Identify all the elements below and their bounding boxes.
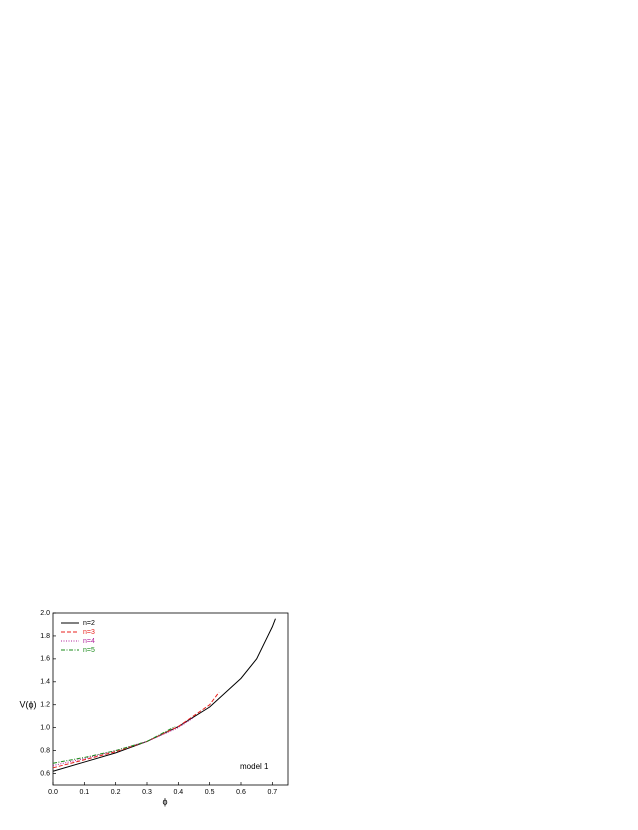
- x-tick-label: 0.7: [267, 789, 277, 796]
- y-tick-label: 1.6: [40, 656, 50, 663]
- x-tick-label: 0.4: [173, 789, 183, 796]
- y-tick-label: 1.4: [40, 679, 50, 686]
- x-tick-label: 0.1: [79, 789, 89, 796]
- line-series: [52, 691, 220, 769]
- y-tick-label: 1.2: [40, 702, 50, 709]
- legend-label: n=4: [83, 638, 95, 645]
- x-tick-label: 0.3: [142, 789, 152, 796]
- line-series: [52, 716, 195, 766]
- legend-label: n=3: [83, 629, 95, 636]
- y-tick-label: 0.6: [40, 770, 50, 777]
- x-tick-label: 0.0: [48, 789, 58, 796]
- x-axis-label: ϕ: [162, 796, 167, 806]
- legend-label: n=2: [83, 620, 95, 627]
- line-series: [52, 726, 176, 764]
- x-tick-label: 0.5: [205, 789, 215, 796]
- x-tick-label: 0.2: [111, 789, 121, 796]
- y-tick-label: 0.8: [40, 747, 50, 754]
- plot-frame: [52, 612, 289, 786]
- y-axis-label: V(ϕ): [19, 699, 36, 709]
- legend-label: n=5: [83, 647, 95, 654]
- x-tick-label: 0.6: [236, 789, 246, 796]
- y-tick-label: 1.0: [40, 725, 50, 732]
- y-tick-label: 1.8: [40, 633, 50, 640]
- annotation: model 1: [240, 762, 269, 771]
- line-series: [52, 618, 276, 772]
- y-tick-label: 2.0: [40, 610, 50, 617]
